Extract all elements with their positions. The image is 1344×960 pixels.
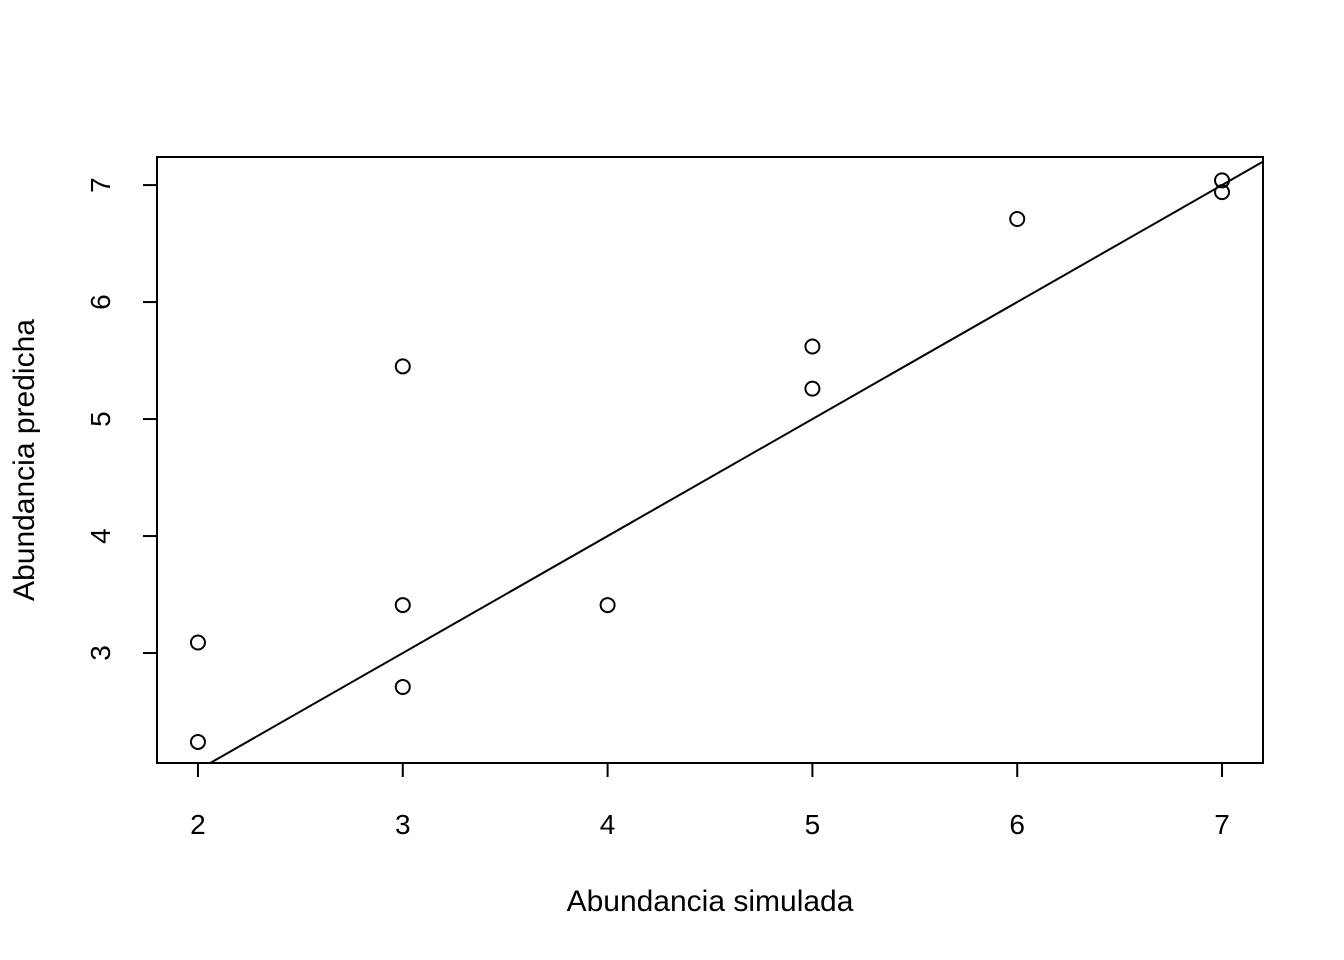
y-axis: 3 4 5 6 7 (85, 177, 158, 661)
data-point (804, 338, 821, 355)
y-tick-label: 4 (85, 528, 116, 544)
plot-frame (156, 156, 1264, 764)
data-point (804, 380, 821, 397)
x-axis: 2 3 4 5 6 7 (190, 762, 1230, 840)
x-tick-label: 2 (190, 809, 206, 840)
x-axis-title: Abundancia simulada (567, 885, 854, 918)
y-tick-label: 6 (85, 294, 116, 310)
data-point (394, 358, 411, 375)
x-tick-label: 7 (1214, 809, 1230, 840)
data-point (394, 678, 411, 695)
data-point (394, 597, 411, 614)
data-point (189, 634, 206, 651)
y-tick-label: 7 (85, 177, 116, 193)
data-point (1214, 184, 1231, 201)
data-point (1214, 172, 1231, 189)
reference-line (209, 160, 1264, 764)
y-axis-title: Abundancia predicha (8, 319, 41, 601)
x-tick-label: 3 (395, 809, 411, 840)
x-tick-label: 5 (805, 809, 821, 840)
data-point (1009, 211, 1026, 228)
y-tick-label: 3 (85, 645, 116, 661)
data-point (189, 733, 206, 750)
y-tick-label: 5 (85, 411, 116, 427)
points-group (189, 172, 1231, 750)
x-tick-label: 6 (1009, 809, 1025, 840)
data-point (599, 597, 616, 614)
reference-line-group (209, 160, 1264, 764)
x-tick-label: 4 (600, 809, 616, 840)
